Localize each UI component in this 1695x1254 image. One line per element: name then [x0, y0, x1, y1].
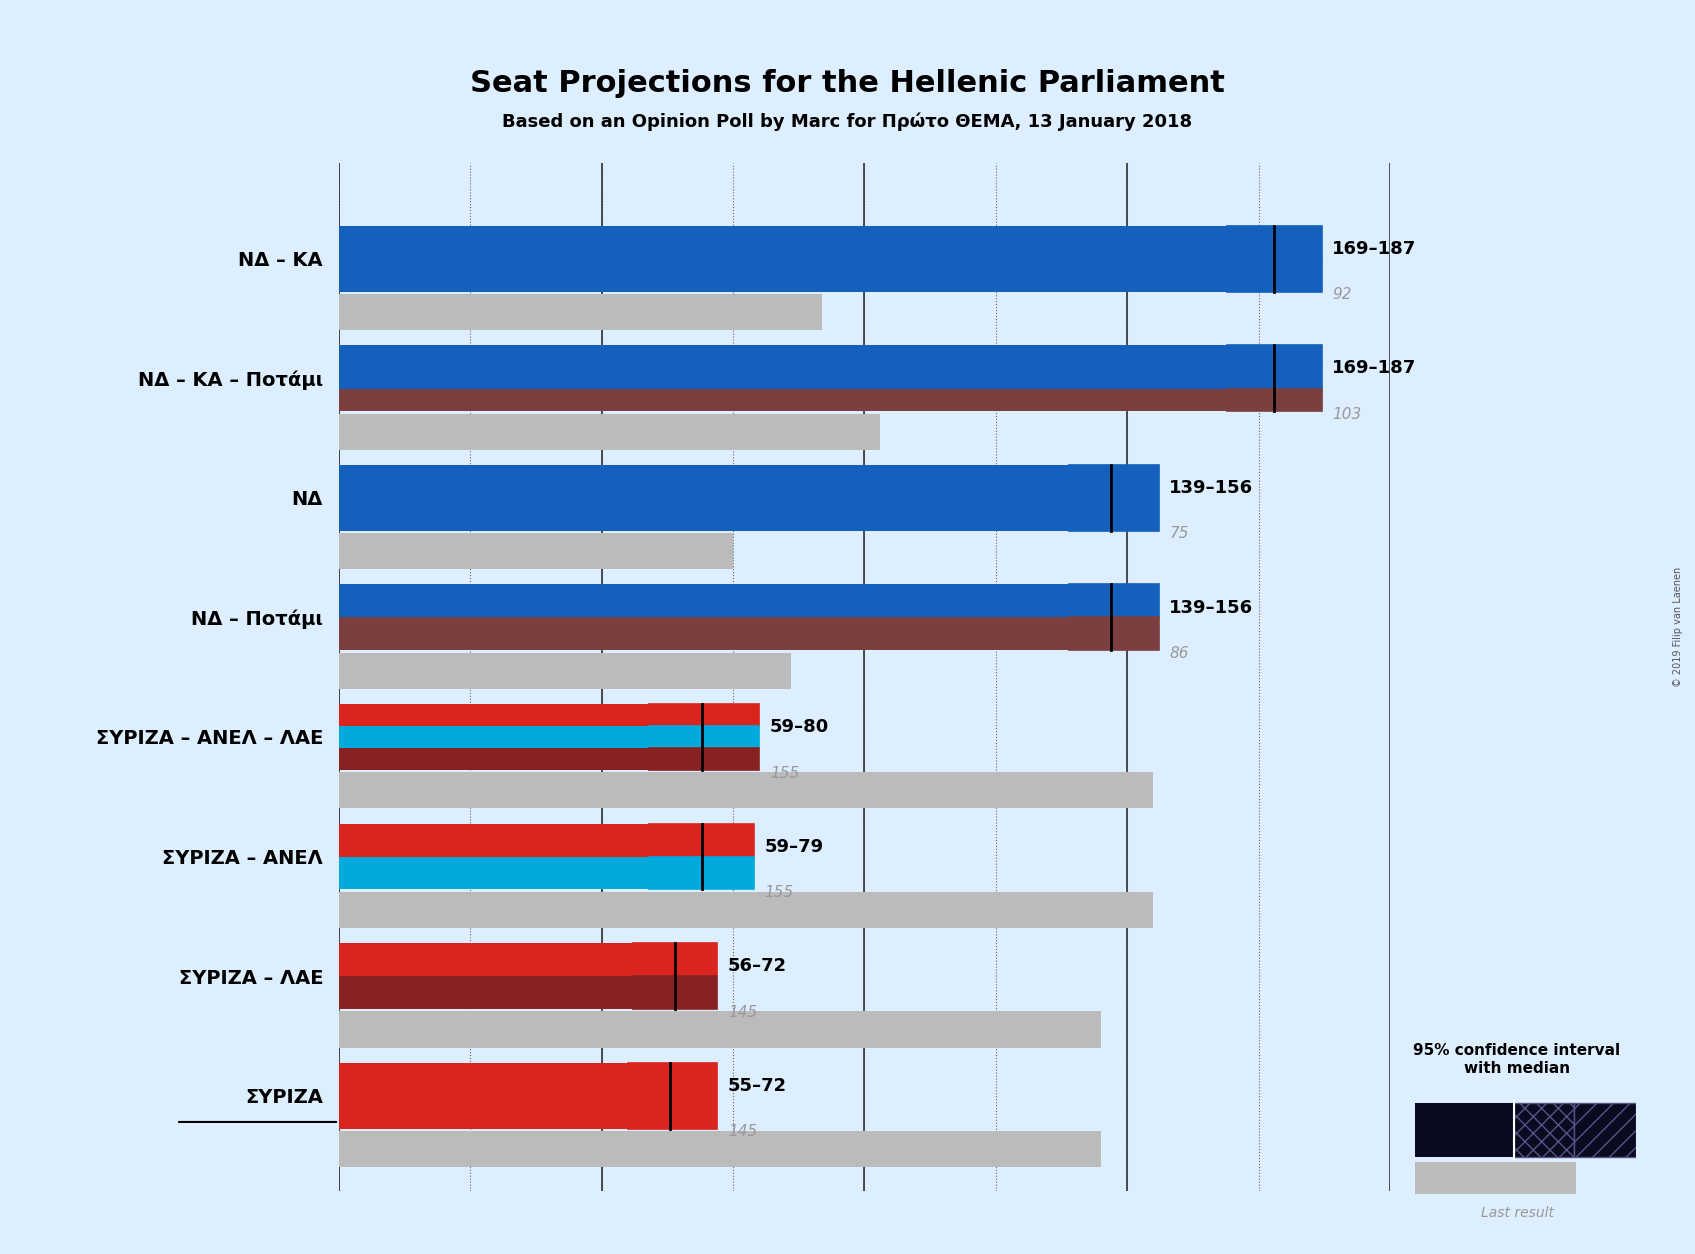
- Text: 169–187: 169–187: [1332, 360, 1417, 377]
- Bar: [339, 892, 1153, 928]
- Text: Based on an Opinion Poll by Marc for Πρώτο ΘΕΜΑ, 13 January 2018: Based on an Opinion Poll by Marc for Πρώ…: [502, 113, 1193, 132]
- Bar: [1515, 1102, 1575, 1157]
- Bar: [627, 1062, 717, 1129]
- Bar: [339, 617, 1070, 651]
- Bar: [339, 652, 792, 688]
- Text: 75: 75: [1170, 527, 1188, 542]
- Bar: [649, 824, 754, 856]
- Text: 145: 145: [727, 1125, 758, 1140]
- Bar: [649, 726, 759, 747]
- Bar: [649, 747, 759, 770]
- Text: 145: 145: [727, 1004, 758, 1020]
- Text: 139–156: 139–156: [1170, 479, 1253, 497]
- Text: Seat Projections for the Hellenic Parliament: Seat Projections for the Hellenic Parlia…: [470, 69, 1225, 98]
- Text: 55–72: 55–72: [727, 1077, 786, 1095]
- Text: 103: 103: [1332, 406, 1361, 421]
- Bar: [339, 726, 649, 747]
- Bar: [1070, 617, 1159, 651]
- Bar: [1227, 258, 1322, 291]
- Text: 139–156: 139–156: [1170, 598, 1253, 617]
- Bar: [1227, 389, 1322, 411]
- Bar: [339, 1062, 627, 1129]
- Bar: [339, 293, 822, 330]
- Text: © 2019 Filip van Laenen: © 2019 Filip van Laenen: [1673, 567, 1683, 687]
- Bar: [339, 465, 1070, 530]
- Bar: [339, 345, 1227, 367]
- Bar: [649, 856, 754, 889]
- Bar: [339, 824, 649, 856]
- Text: 86: 86: [1170, 646, 1188, 661]
- Bar: [339, 976, 634, 1009]
- Bar: [1227, 345, 1322, 367]
- Bar: [634, 943, 717, 976]
- Bar: [339, 1011, 1102, 1047]
- Bar: [339, 856, 649, 889]
- Bar: [339, 533, 734, 569]
- Text: 155: 155: [764, 885, 793, 900]
- Bar: [1070, 584, 1159, 617]
- Bar: [339, 226, 1227, 258]
- Bar: [1227, 226, 1322, 258]
- Bar: [339, 367, 1227, 389]
- Bar: [649, 703, 759, 726]
- Bar: [339, 747, 649, 770]
- Text: 59–79: 59–79: [764, 838, 824, 855]
- Bar: [339, 584, 1070, 617]
- Bar: [339, 258, 1227, 291]
- Bar: [339, 414, 880, 450]
- Bar: [634, 976, 717, 1009]
- Bar: [1227, 367, 1322, 389]
- Bar: [339, 389, 1227, 411]
- Text: 95% confidence interval
with median: 95% confidence interval with median: [1414, 1043, 1620, 1076]
- Text: 59–80: 59–80: [770, 719, 829, 736]
- Text: 169–187: 169–187: [1332, 240, 1417, 258]
- Bar: [339, 943, 634, 976]
- Bar: [339, 772, 1153, 809]
- Text: Last result: Last result: [1480, 1206, 1554, 1220]
- Bar: [1415, 1102, 1515, 1157]
- Bar: [1575, 1102, 1636, 1157]
- Text: 155: 155: [770, 766, 798, 780]
- Bar: [339, 703, 649, 726]
- Bar: [339, 1131, 1102, 1167]
- Text: 92: 92: [1332, 287, 1351, 302]
- Text: 56–72: 56–72: [727, 957, 786, 976]
- Bar: [1070, 465, 1159, 530]
